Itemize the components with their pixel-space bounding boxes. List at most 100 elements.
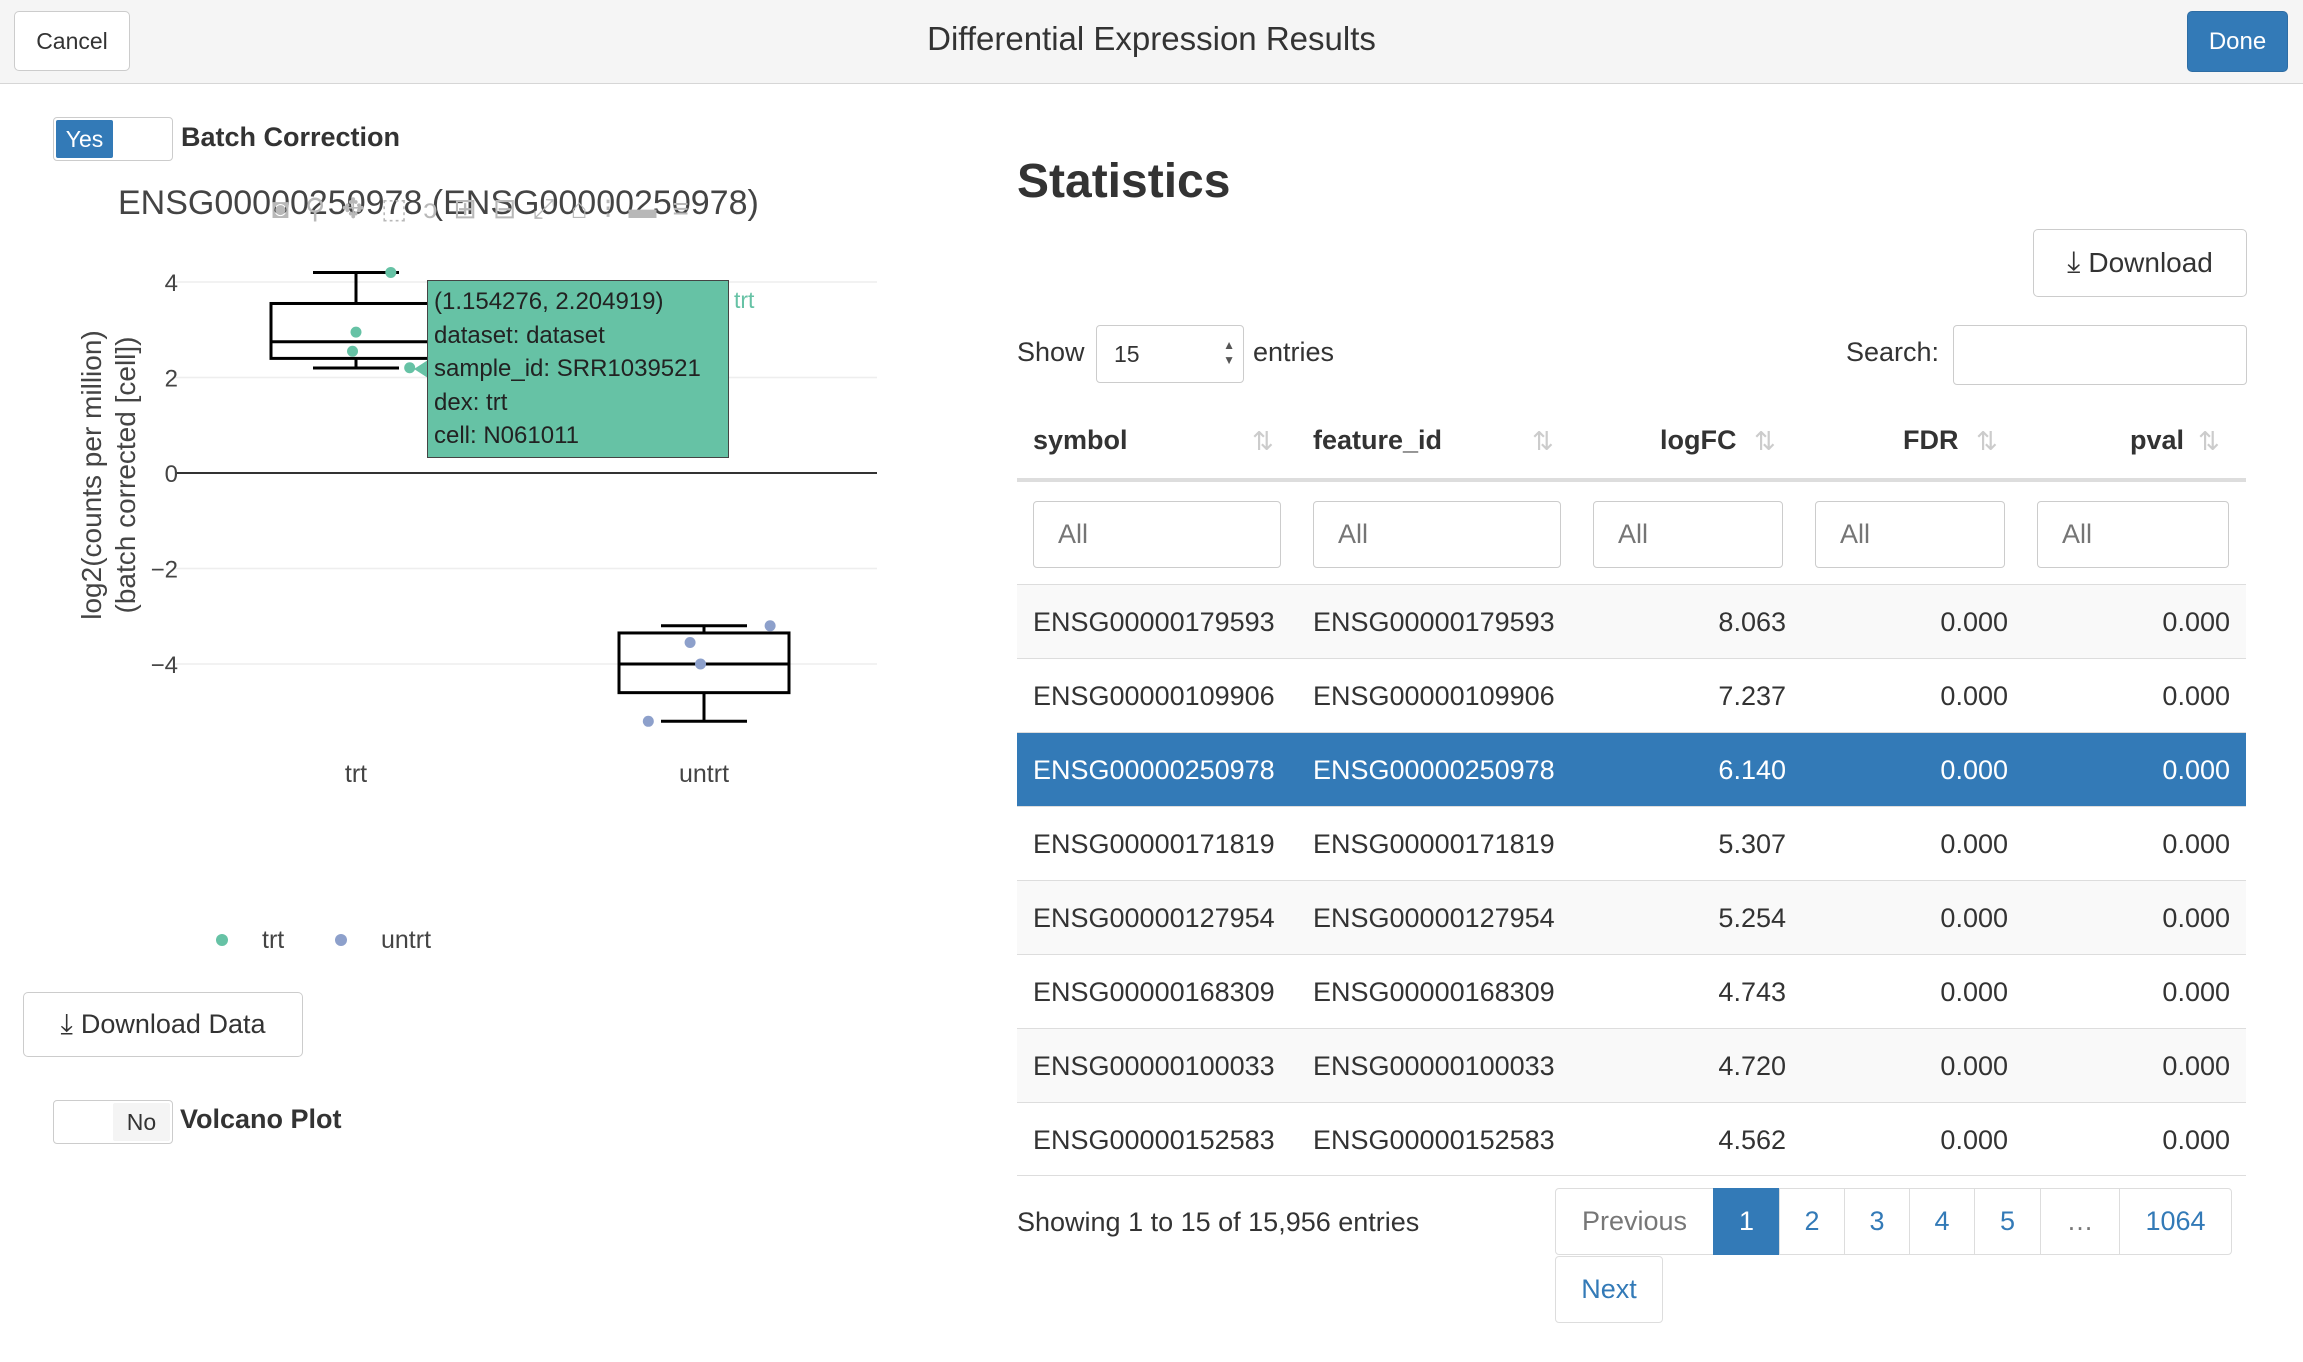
spike-icon[interactable]: ⁝ (603, 193, 619, 224)
download-data-label: Download Data (80, 1009, 266, 1039)
legend-marker-trt (216, 934, 228, 946)
cell-feature-id: ENSG00000109906 (1313, 681, 1555, 711)
column-header-symbol[interactable]: symbol (1033, 425, 1128, 455)
pan-icon[interactable]: ✥ (341, 193, 371, 224)
zoom-icon[interactable]: ⚲ (304, 193, 332, 224)
column-header-feature-id[interactable]: feature_id (1313, 425, 1443, 455)
modal-title: Differential Expression Results (927, 20, 1376, 57)
camera-icon[interactable]: ◙ (272, 193, 295, 224)
page-length-select[interactable]: 15 ▲ ▼ (1096, 325, 1244, 383)
y-tick-label: 0 (165, 461, 178, 488)
pagination-ellipsis: … (2040, 1188, 2120, 1255)
filter-fdr-input[interactable] (1815, 501, 2005, 568)
sort-icon[interactable]: ⇅ (1976, 426, 1998, 456)
y-axis-label-line: log2(counts per million) (76, 330, 107, 619)
download-label: Download (2088, 247, 2213, 278)
cell-pval: 0.000 (2162, 1125, 2230, 1155)
table-row[interactable]: ENSG00000127954 ENSG00000127954 5.254 0.… (1017, 880, 2246, 954)
cell-feature-id: ENSG00000179593 (1313, 607, 1555, 637)
autoscale-icon[interactable]: ⤢ (532, 193, 561, 224)
table-row[interactable]: ENSG00000152583 ENSG00000152583 4.562 0.… (1017, 1102, 2246, 1176)
data-point (347, 345, 359, 357)
column-header-pval[interactable]: pval (2130, 425, 2185, 455)
sort-icon[interactable]: ⇅ (1252, 426, 1274, 456)
pagination-page-2[interactable]: 2 (1779, 1188, 1845, 1255)
pagination-next[interactable]: Next (1555, 1256, 1663, 1323)
cell-logfc: 8.063 (1718, 607, 1786, 637)
tooltip-line: cell: N061011 (434, 422, 579, 449)
tooltip-line: sample_id: SRR1039521 (434, 355, 701, 382)
cell-logfc: 4.743 (1718, 977, 1786, 1007)
zoom-out-icon[interactable]: ⊟ (492, 193, 523, 224)
tooltip-trace-name: trt (734, 287, 755, 313)
data-point (642, 715, 654, 727)
data-point (764, 620, 776, 632)
table-row[interactable]: ENSG00000171819 ENSG00000171819 5.307 0.… (1017, 806, 2246, 880)
cell-logfc: 6.140 (1718, 755, 1786, 785)
done-button[interactable]: Done (2187, 11, 2288, 72)
download-data-button[interactable]: ⤓ Download Data (23, 992, 303, 1057)
cell-fdr: 0.000 (1940, 1051, 2008, 1081)
sort-icon[interactable]: ⇅ (1532, 426, 1554, 456)
cell-symbol: ENSG00000152583 (1033, 1125, 1275, 1155)
y-axis-label: log2(counts per million) (batch corrected… (76, 330, 141, 619)
cell-fdr: 0.000 (1940, 977, 2008, 1007)
cell-logfc: 5.307 (1718, 829, 1786, 859)
hover-closest-icon[interactable]: ▬ (628, 193, 663, 224)
legend-marker-untrt (335, 934, 347, 946)
box-select-icon[interactable]: ⬚ (380, 193, 414, 224)
table-row[interactable]: ENSG00000100033 ENSG00000100033 4.720 0.… (1017, 1028, 2246, 1102)
cell-fdr: 0.000 (1940, 755, 2008, 785)
pagination-previous[interactable]: Previous (1555, 1188, 1714, 1255)
cell-pval: 0.000 (2162, 829, 2230, 859)
cell-pval: 0.000 (2162, 903, 2230, 933)
y-tick-label: −4 (151, 652, 178, 679)
select-arrows-icon: ▲ ▼ (1223, 338, 1235, 367)
legend-item-trt[interactable]: trt (262, 926, 285, 954)
search-input[interactable] (1953, 325, 2247, 385)
cell-feature-id: ENSG00000168309 (1313, 977, 1555, 1007)
pagination-page-1[interactable]: 1 (1713, 1188, 1780, 1255)
cell-feature-id: ENSG00000127954 (1313, 903, 1555, 933)
cell-logfc: 7.237 (1718, 681, 1786, 711)
filter-logfc-input[interactable] (1593, 501, 1783, 568)
statistics-title: Statistics (1017, 155, 1231, 208)
filter-feature-id-input[interactable] (1313, 501, 1561, 568)
data-point (385, 266, 397, 278)
legend-item-untrt[interactable]: untrt (381, 926, 432, 954)
pagination-page-last[interactable]: 1064 (2119, 1188, 2232, 1255)
cancel-button[interactable]: Cancel (14, 11, 130, 71)
cell-logfc: 5.254 (1718, 903, 1786, 933)
pagination-page-5[interactable]: 5 (1974, 1188, 2041, 1255)
entries-label: entries (1253, 337, 1335, 367)
column-header-fdr[interactable]: FDR (1903, 425, 1959, 455)
table-row[interactable]: ENSG00000168309 ENSG00000168309 4.743 0.… (1017, 954, 2246, 1028)
batch-correction-switch[interactable]: Yes (53, 117, 173, 161)
table-row-selected[interactable]: ENSG00000250978 ENSG00000250978 6.140 0.… (1017, 732, 2246, 806)
table-row[interactable]: ENSG00000109906 ENSG00000109906 7.237 0.… (1017, 658, 2246, 732)
cell-feature-id: ENSG00000250978 (1313, 755, 1555, 785)
home-icon[interactable]: ⌂ (570, 193, 594, 224)
hover-compare-icon[interactable]: ≡ (672, 193, 695, 224)
data-point (695, 658, 707, 670)
download-icon: ⤓ (60, 1008, 73, 1039)
column-header-logfc[interactable]: logFC (1660, 425, 1737, 455)
download-icon: ⤓ (2067, 246, 2081, 279)
y-tick-label: 4 (165, 270, 178, 297)
filter-pval-input[interactable] (2037, 501, 2229, 568)
lasso-icon[interactable]: ↄ (423, 193, 444, 224)
pagination-page-4[interactable]: 4 (1909, 1188, 1975, 1255)
download-button[interactable]: ⤓ Download (2033, 229, 2247, 297)
cell-symbol: ENSG00000109906 (1033, 681, 1275, 711)
y-tick-label: −2 (151, 557, 178, 584)
volcano-plot-label: Volcano Plot (180, 1104, 342, 1134)
volcano-switch-off-label: No (113, 1103, 170, 1141)
volcano-plot-switch[interactable]: No (53, 1100, 173, 1144)
cell-logfc: 4.720 (1718, 1051, 1786, 1081)
zoom-in-icon[interactable]: ⊞ (453, 193, 483, 224)
table-row[interactable]: ENSG00000179593 ENSG00000179593 8.063 0.… (1017, 584, 2246, 658)
sort-icon[interactable]: ⇅ (2198, 426, 2220, 456)
sort-icon[interactable]: ⇅ (1754, 426, 1776, 456)
filter-symbol-input[interactable] (1033, 501, 1281, 568)
pagination-page-3[interactable]: 3 (1844, 1188, 1910, 1255)
